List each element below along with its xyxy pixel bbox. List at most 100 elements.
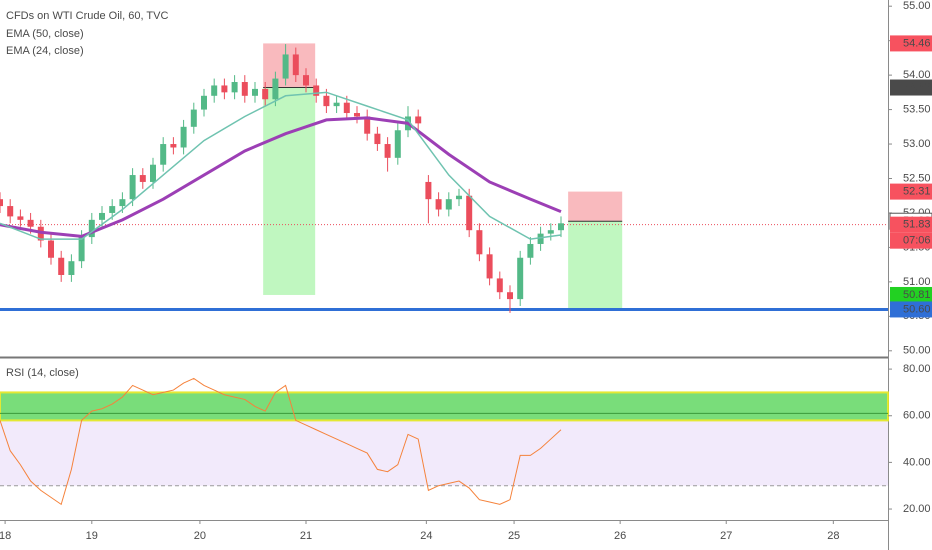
candle-body bbox=[384, 144, 391, 158]
candle-body bbox=[313, 85, 320, 96]
candle-body bbox=[455, 195, 462, 200]
target-zone bbox=[263, 87, 316, 295]
price-label: 53.82 bbox=[903, 81, 931, 93]
price-label: 51.83 bbox=[903, 219, 931, 231]
candle-body bbox=[333, 102, 340, 107]
price-label-bg bbox=[890, 286, 932, 303]
candle-body bbox=[47, 240, 54, 258]
x-tick-label: 24 bbox=[420, 530, 432, 542]
candle-body bbox=[7, 206, 14, 217]
candle-body bbox=[496, 278, 503, 293]
candle-body bbox=[98, 212, 105, 220]
candle-body bbox=[302, 75, 309, 86]
candle-body bbox=[251, 88, 258, 96]
candle-body bbox=[466, 195, 473, 231]
x-tick-label: 18 bbox=[0, 530, 11, 542]
candle-body bbox=[557, 223, 564, 231]
candle-body bbox=[476, 230, 483, 255]
candle-body bbox=[0, 199, 3, 207]
candle-body bbox=[58, 257, 65, 275]
price-label: 50.81 bbox=[903, 289, 931, 301]
y-tick-label: 50.00 bbox=[903, 345, 931, 357]
x-tick-label: 21 bbox=[300, 530, 312, 542]
ema-line bbox=[0, 91, 562, 240]
chart-title: CFDs on WTI Crude Oil, 60, TVC bbox=[6, 10, 168, 22]
legend-entry: EMA (50, close) bbox=[6, 28, 84, 40]
x-tick-label: 28 bbox=[827, 530, 839, 542]
y-tick-label: 80.00 bbox=[903, 363, 931, 375]
x-tick-label: 20 bbox=[194, 530, 206, 542]
countdown-bg bbox=[890, 232, 932, 249]
x-tick-label: 26 bbox=[614, 530, 626, 542]
rsi-line bbox=[0, 377, 562, 506]
candle-body bbox=[180, 126, 187, 148]
candle-body bbox=[262, 88, 269, 100]
candle-body bbox=[527, 243, 534, 258]
candle-body bbox=[109, 206, 116, 213]
candle-body bbox=[415, 116, 422, 124]
candle-body bbox=[88, 219, 95, 238]
candle-body bbox=[435, 199, 442, 210]
candle-body bbox=[353, 113, 360, 117]
candle-body bbox=[517, 257, 524, 300]
candle-body bbox=[78, 237, 85, 262]
candle-body bbox=[537, 233, 544, 244]
price-label-bg bbox=[890, 35, 932, 52]
price-label: 54.46 bbox=[903, 37, 931, 49]
candle-body bbox=[221, 85, 228, 93]
price-label: 50.60 bbox=[903, 303, 931, 315]
candle-body bbox=[160, 144, 167, 165]
pane-title: RSI (14, close) bbox=[6, 367, 79, 379]
candle-body bbox=[394, 130, 401, 158]
candle-body bbox=[139, 175, 146, 182]
candle-body bbox=[129, 175, 136, 200]
candle-body bbox=[425, 181, 432, 200]
countdown: 07:06 bbox=[903, 235, 931, 247]
x-tick-label: 25 bbox=[508, 530, 520, 542]
candle-body bbox=[17, 216, 24, 220]
y-tick-label: 55.00 bbox=[903, 0, 931, 12]
candle-body bbox=[486, 254, 493, 279]
x-tick-label: 27 bbox=[720, 530, 732, 542]
ema-line bbox=[0, 116, 562, 238]
candle-body bbox=[364, 116, 371, 134]
candle-body bbox=[231, 82, 238, 93]
y-tick-label: 20.00 bbox=[903, 503, 931, 515]
candle-body bbox=[282, 54, 289, 79]
price-label: 52.31 bbox=[903, 186, 931, 198]
price-label-bg bbox=[890, 301, 932, 318]
legend-entry: EMA (24, close) bbox=[6, 45, 84, 57]
candle-body bbox=[374, 133, 381, 145]
x-tick-label: 19 bbox=[86, 530, 98, 542]
candle-body bbox=[27, 219, 34, 227]
candle-body bbox=[343, 102, 350, 114]
y-tick-label: 53.50 bbox=[903, 103, 931, 115]
candle-body bbox=[119, 199, 126, 207]
candle-body bbox=[323, 95, 330, 107]
price-label-bg bbox=[890, 183, 932, 200]
candle-body bbox=[272, 78, 279, 100]
y-tick-label: 40.00 bbox=[903, 456, 931, 468]
price-label-bg bbox=[890, 216, 932, 233]
candle-body bbox=[445, 199, 452, 210]
y-tick-label: 53.00 bbox=[903, 138, 931, 150]
candle-body bbox=[547, 230, 554, 234]
y-tick-label: 51.00 bbox=[903, 276, 931, 288]
candle-body bbox=[292, 54, 299, 76]
candle-body bbox=[190, 109, 197, 127]
stop-zone bbox=[568, 191, 623, 222]
candle-body bbox=[200, 95, 207, 110]
rsi-zone bbox=[0, 391, 889, 422]
y-tick-label: 54.00 bbox=[903, 69, 931, 81]
y-tick-label: 52.50 bbox=[903, 172, 931, 184]
price-label-bg bbox=[890, 79, 932, 96]
candle-body bbox=[149, 164, 156, 182]
candle-body bbox=[68, 261, 75, 275]
y-tick-label: 60.00 bbox=[903, 410, 931, 422]
candle-body bbox=[241, 82, 248, 96]
candle-body bbox=[170, 144, 177, 148]
target-zone bbox=[568, 221, 623, 310]
candle-body bbox=[211, 85, 218, 96]
candle-body bbox=[506, 292, 513, 300]
